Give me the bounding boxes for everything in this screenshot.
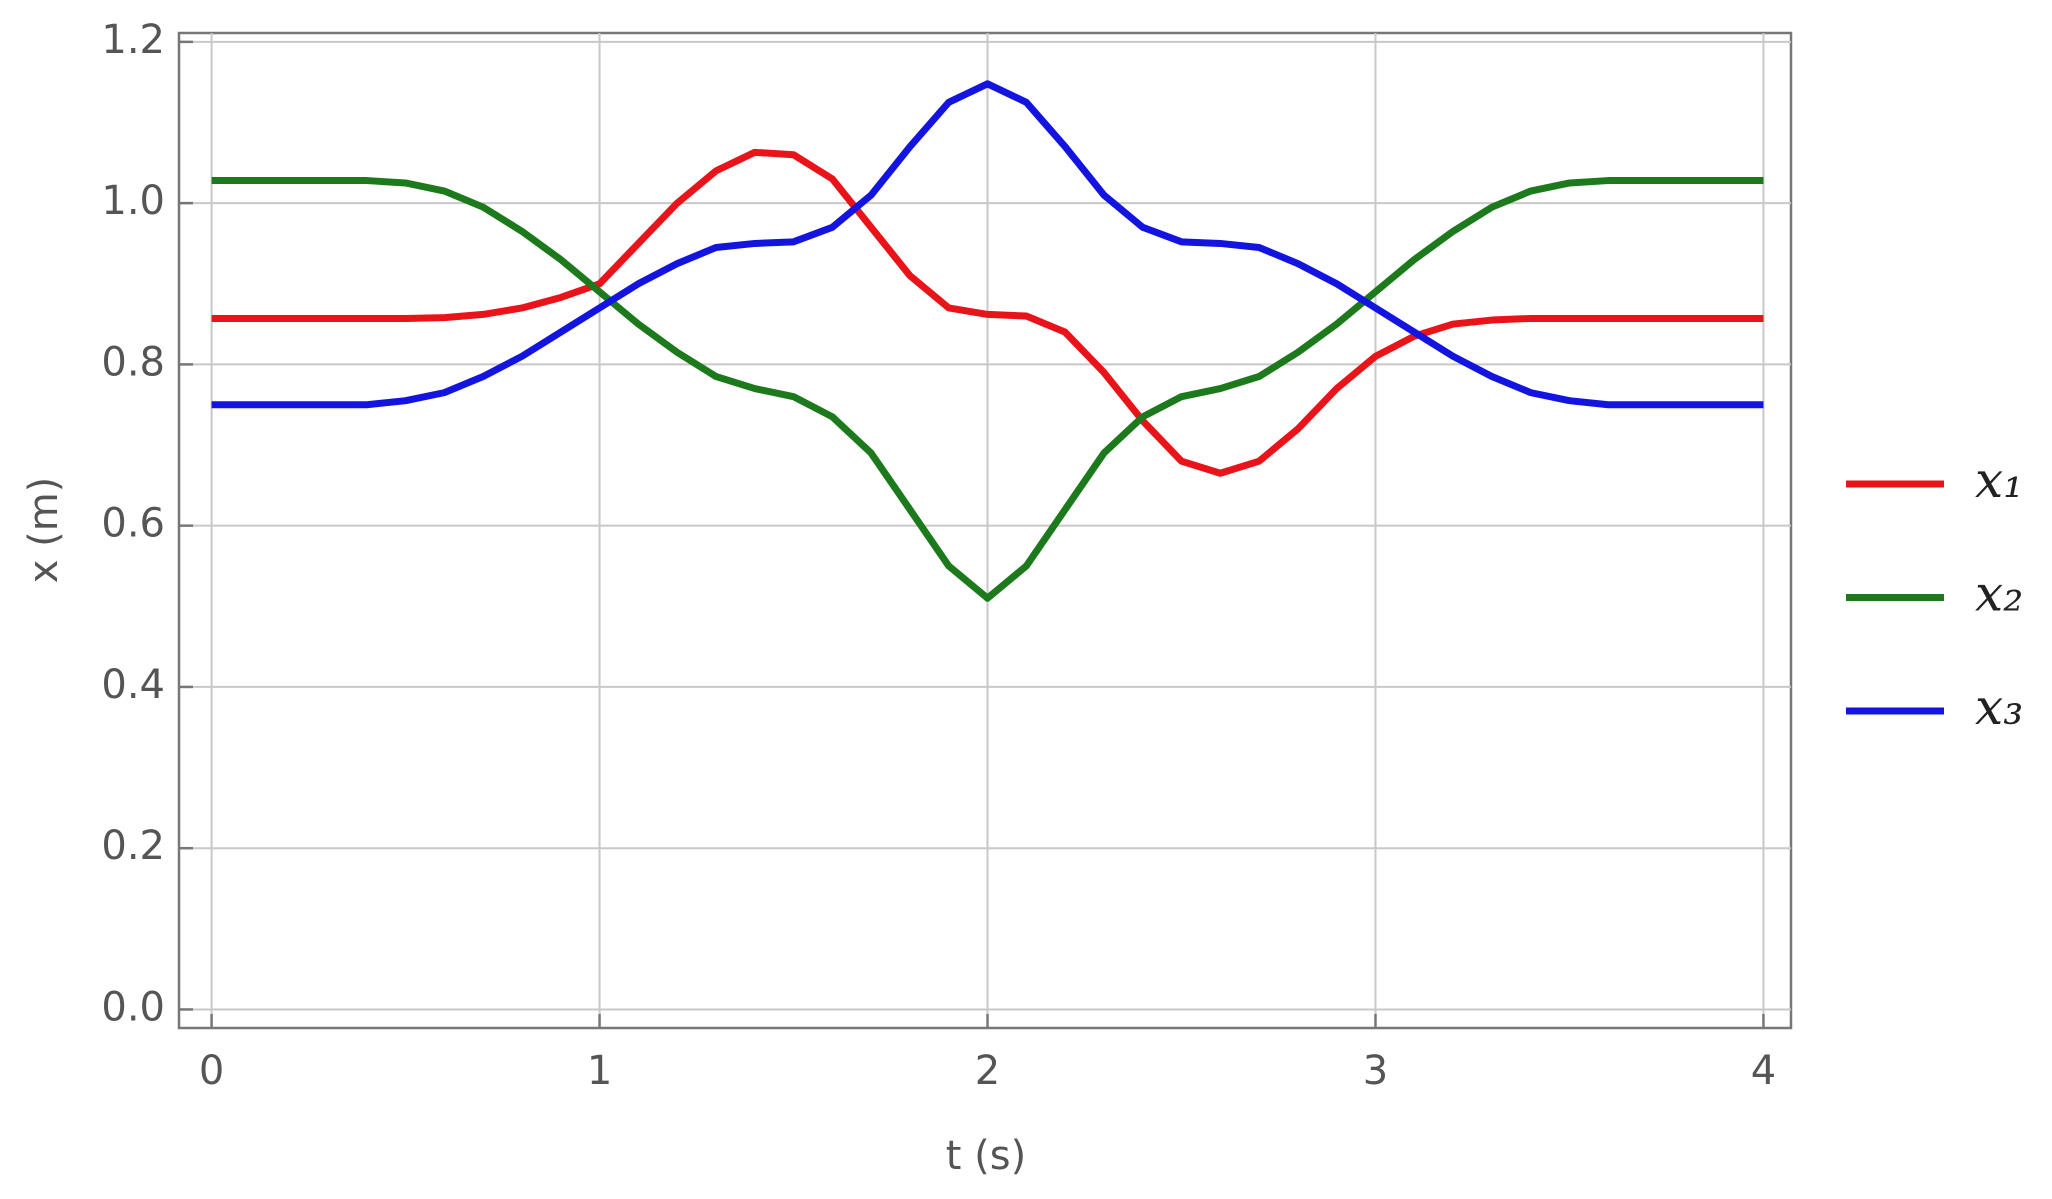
y-tick-label: 0.0	[101, 984, 165, 1030]
y-axis-label: x (m)	[21, 477, 67, 584]
x-tick-label: 1	[587, 1048, 612, 1094]
legend-label: x₁	[1975, 451, 2023, 509]
x-tick-label: 2	[975, 1048, 1000, 1094]
x-tick-label: 3	[1363, 1048, 1388, 1094]
legend-label: x₂	[1975, 565, 2023, 623]
y-tick-label: 0.8	[101, 339, 165, 385]
y-tick-label: 0.4	[101, 662, 165, 708]
y-tick-label: 1.0	[101, 178, 165, 224]
series-line	[211, 177, 1764, 602]
x-axis-label: t (s)	[946, 1133, 1026, 1179]
x-tick-label: 0	[199, 1048, 224, 1094]
plot-frame	[177, 31, 1793, 1030]
y-tick-label: 1.2	[101, 17, 165, 63]
series-line	[211, 80, 1764, 409]
x-tick-label: 4	[1751, 1048, 1776, 1094]
series-line	[211, 148, 1764, 477]
legend-label: x₃	[1975, 678, 2023, 736]
y-tick-label: 0.2	[101, 823, 165, 869]
y-tick-label: 0.6	[101, 501, 165, 547]
